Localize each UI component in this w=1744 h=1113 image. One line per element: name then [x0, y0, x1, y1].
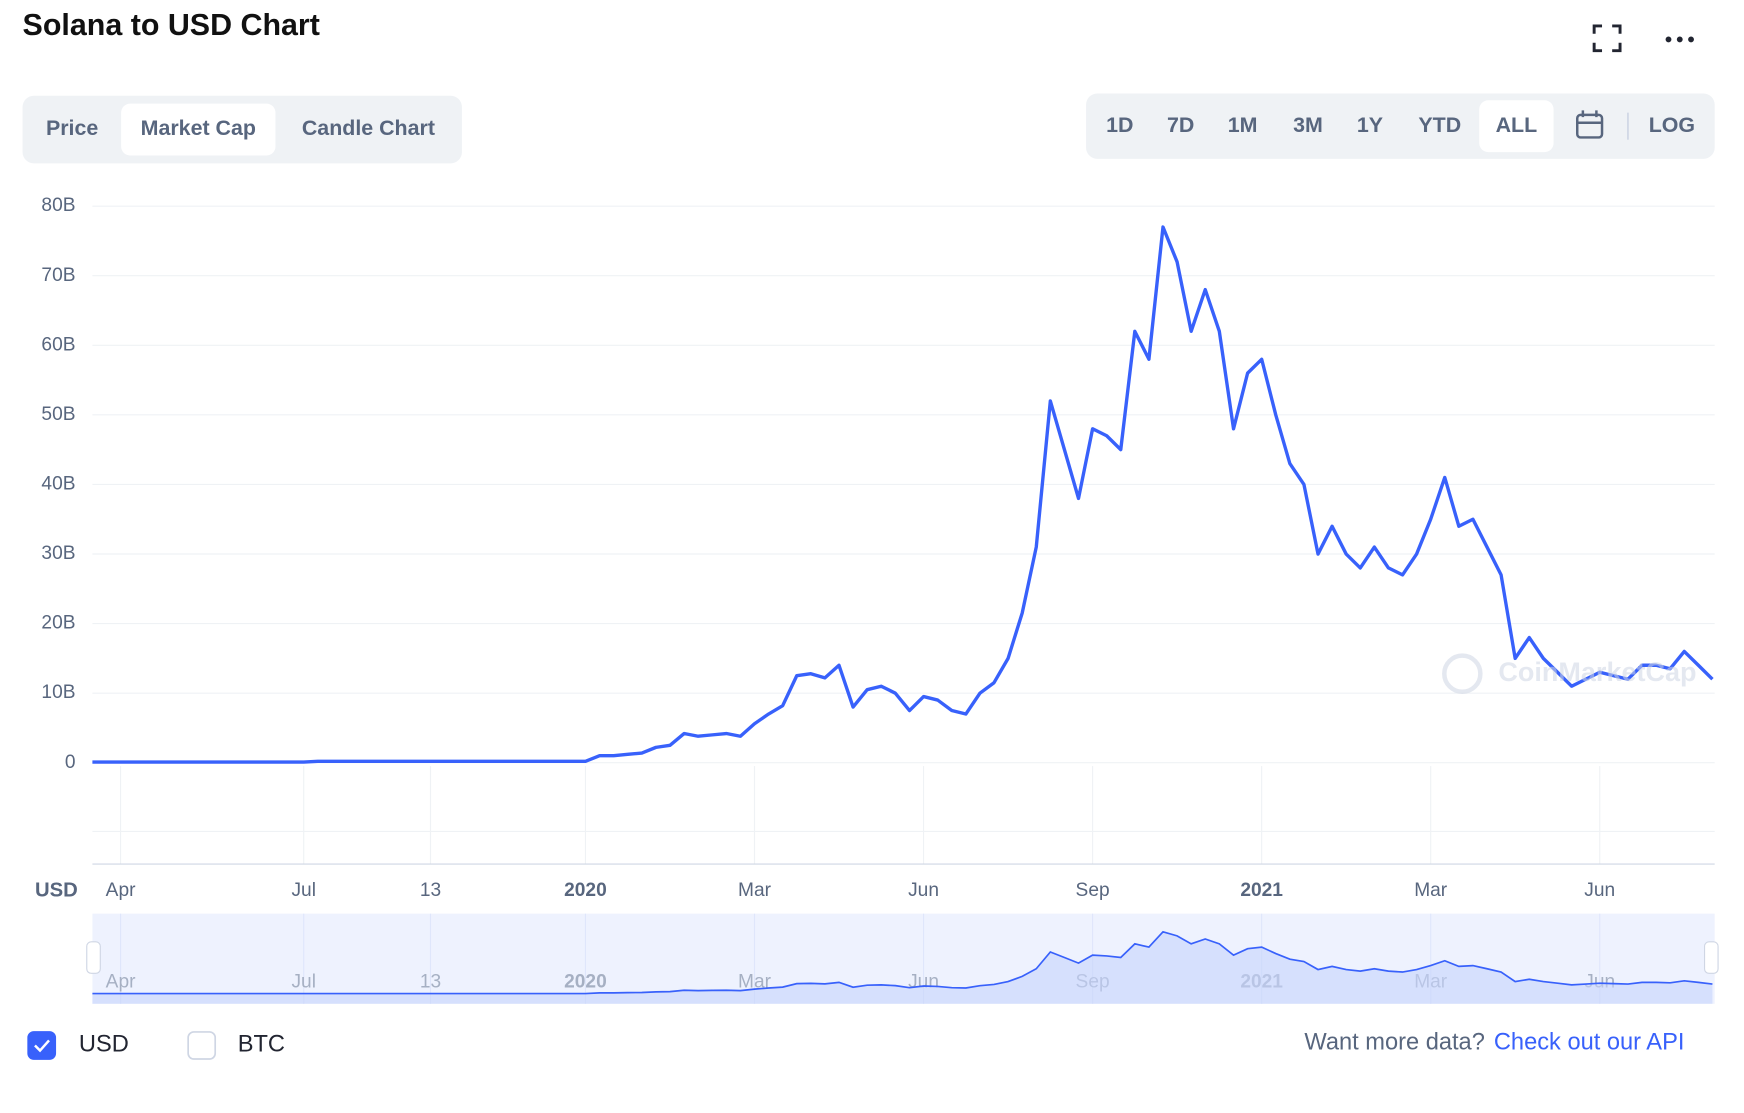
tab[interactable]: Candle Chart	[302, 116, 435, 140]
y-tick-label: 20B	[41, 613, 75, 634]
y-tick-label: 10B	[41, 682, 75, 703]
price-line	[92, 225, 1714, 764]
legend-checkbox[interactable]	[27, 1031, 57, 1060]
range-button[interactable]: 1Y	[1357, 113, 1383, 137]
tab-active-bg	[121, 103, 276, 156]
watermark: CoinMarketCap	[1442, 653, 1697, 694]
axis-unit: USD	[35, 879, 78, 901]
y-tick-label: 60B	[41, 334, 75, 355]
y-tick-label: 50B	[41, 404, 75, 425]
tab[interactable]: Price	[46, 116, 98, 140]
legend-label[interactable]: USD	[79, 1032, 129, 1058]
navigator-label: 13	[420, 971, 441, 992]
range-group	[1086, 93, 1715, 159]
check-mark	[34, 1039, 50, 1053]
api-link[interactable]: Check out our API	[1494, 1029, 1685, 1055]
navigator-label: Apr	[106, 971, 136, 992]
x-tick-label: Apr	[106, 880, 136, 901]
legend-label[interactable]: BTC	[238, 1032, 285, 1058]
y-tick-label: 40B	[41, 473, 75, 494]
x-tick-label: Jun	[1584, 880, 1615, 901]
navigator-label: 2020	[564, 971, 607, 992]
x-tick-label: Jul	[291, 880, 315, 901]
x-tick-label: Sep	[1076, 880, 1110, 901]
y-tick-label: 30B	[41, 543, 75, 564]
range-button[interactable]: 7D	[1167, 113, 1194, 137]
log-button[interactable]: LOG	[1649, 113, 1695, 137]
watermark-text: CoinMarketCap	[1498, 657, 1696, 687]
x-tick-label: 2020	[564, 880, 607, 901]
range-button[interactable]: 3M	[1293, 113, 1323, 137]
x-tick-label: 2021	[1240, 880, 1283, 901]
navigator-line	[92, 930, 1713, 995]
navigator-label: Mar	[738, 971, 772, 992]
range-button[interactable]: YTD	[1418, 113, 1461, 137]
calendar-button[interactable]	[1576, 110, 1604, 139]
x-tick-label: Mar	[1414, 880, 1448, 901]
footer-prompt: Want more data?	[1304, 1029, 1484, 1055]
x-tick-label: 13	[420, 880, 441, 901]
navigator-handle[interactable]	[86, 941, 101, 974]
more-button[interactable]	[1665, 36, 1694, 43]
navigator-label: Jul	[291, 971, 315, 992]
fullscreen-button[interactable]	[1592, 24, 1622, 53]
range-active-bg	[1479, 100, 1554, 153]
range-button[interactable]: 1D	[1106, 113, 1133, 137]
navigator-handle[interactable]	[1703, 941, 1719, 974]
x-tick-label: Jun	[908, 880, 939, 901]
navigator-area	[92, 931, 1713, 1004]
chart-title: Solana to USD Chart	[23, 8, 320, 42]
tab[interactable]: Market Cap	[141, 116, 256, 140]
y-tick-label: 0	[65, 752, 76, 773]
y-tick-label: 70B	[41, 265, 75, 286]
y-tick-label: 80B	[41, 195, 75, 216]
range-button[interactable]: 1M	[1228, 113, 1258, 137]
range-button[interactable]: ALL	[1496, 113, 1538, 137]
legend-checkbox[interactable]	[187, 1031, 217, 1060]
x-tick-label: Mar	[738, 880, 772, 901]
